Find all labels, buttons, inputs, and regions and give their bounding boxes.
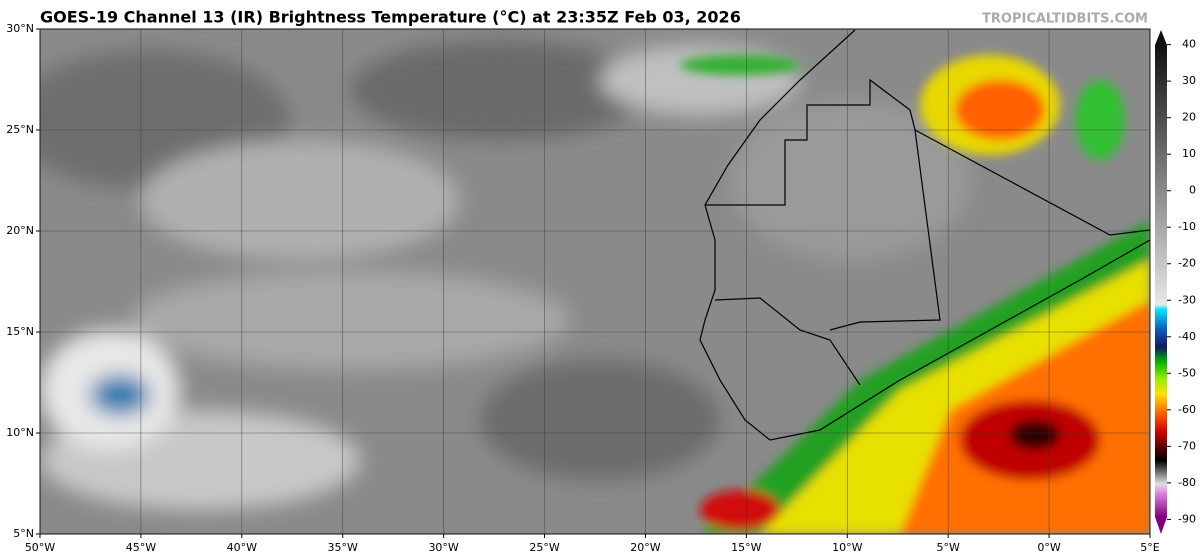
colorbar-tick-label: -80 — [1178, 476, 1196, 489]
colorbar-min-arrow — [1155, 517, 1167, 534]
credit: TROPICALTIDBITS.COM — [982, 12, 1148, 27]
x-tick-label: 0°W — [1037, 541, 1060, 554]
colorbar-tick-label: 20 — [1182, 111, 1196, 124]
colorbar-tick-label: -50 — [1178, 366, 1196, 379]
y-tick-label: 20°N — [6, 224, 34, 237]
x-tick-label: 10°W — [832, 541, 862, 554]
colorbar-tick-label: -70 — [1178, 439, 1196, 452]
x-tick-label: 50°W — [25, 541, 55, 554]
x-tick-label: 35°W — [328, 541, 358, 554]
colorbar-tick-label: -90 — [1178, 512, 1196, 525]
colorbar-tick-label: -60 — [1178, 403, 1196, 416]
x-tick-label: 45°W — [126, 541, 156, 554]
y-tick-label: 15°N — [6, 325, 34, 338]
colorbar-max-arrow — [1155, 30, 1167, 45]
x-tick-label: 30°W — [428, 541, 458, 554]
x-tick-label: 15°W — [731, 541, 761, 554]
y-tick-label: 30°N — [6, 22, 34, 35]
colorbar-tick-label: 0 — [1189, 184, 1196, 197]
title: GOES-19 Channel 13 (IR) Brightness Tempe… — [40, 8, 741, 27]
colorbar-tick-label: -30 — [1178, 293, 1196, 306]
x-tick-label: 40°W — [227, 541, 257, 554]
satellite-image — [40, 29, 1150, 534]
colorbar-tick-label: 10 — [1182, 147, 1196, 160]
colorbar-tick-label: -20 — [1178, 257, 1196, 270]
colorbar-tick-label: -40 — [1178, 330, 1196, 343]
y-tick-label: 10°N — [6, 426, 34, 439]
colorbar-tick-label: 30 — [1182, 74, 1196, 87]
x-tick-label: 20°W — [630, 541, 660, 554]
y-tick-label: 25°N — [6, 123, 34, 136]
colorbar — [1155, 45, 1167, 517]
x-tick-label: 5°W — [936, 541, 959, 554]
colorbar-tick-label: 40 — [1182, 38, 1196, 51]
y-tick-label: 5°N — [13, 527, 34, 540]
x-tick-label: 5°E — [1140, 541, 1159, 554]
colorbar-tick-label: -10 — [1178, 220, 1196, 233]
x-tick-label: 25°W — [529, 541, 559, 554]
